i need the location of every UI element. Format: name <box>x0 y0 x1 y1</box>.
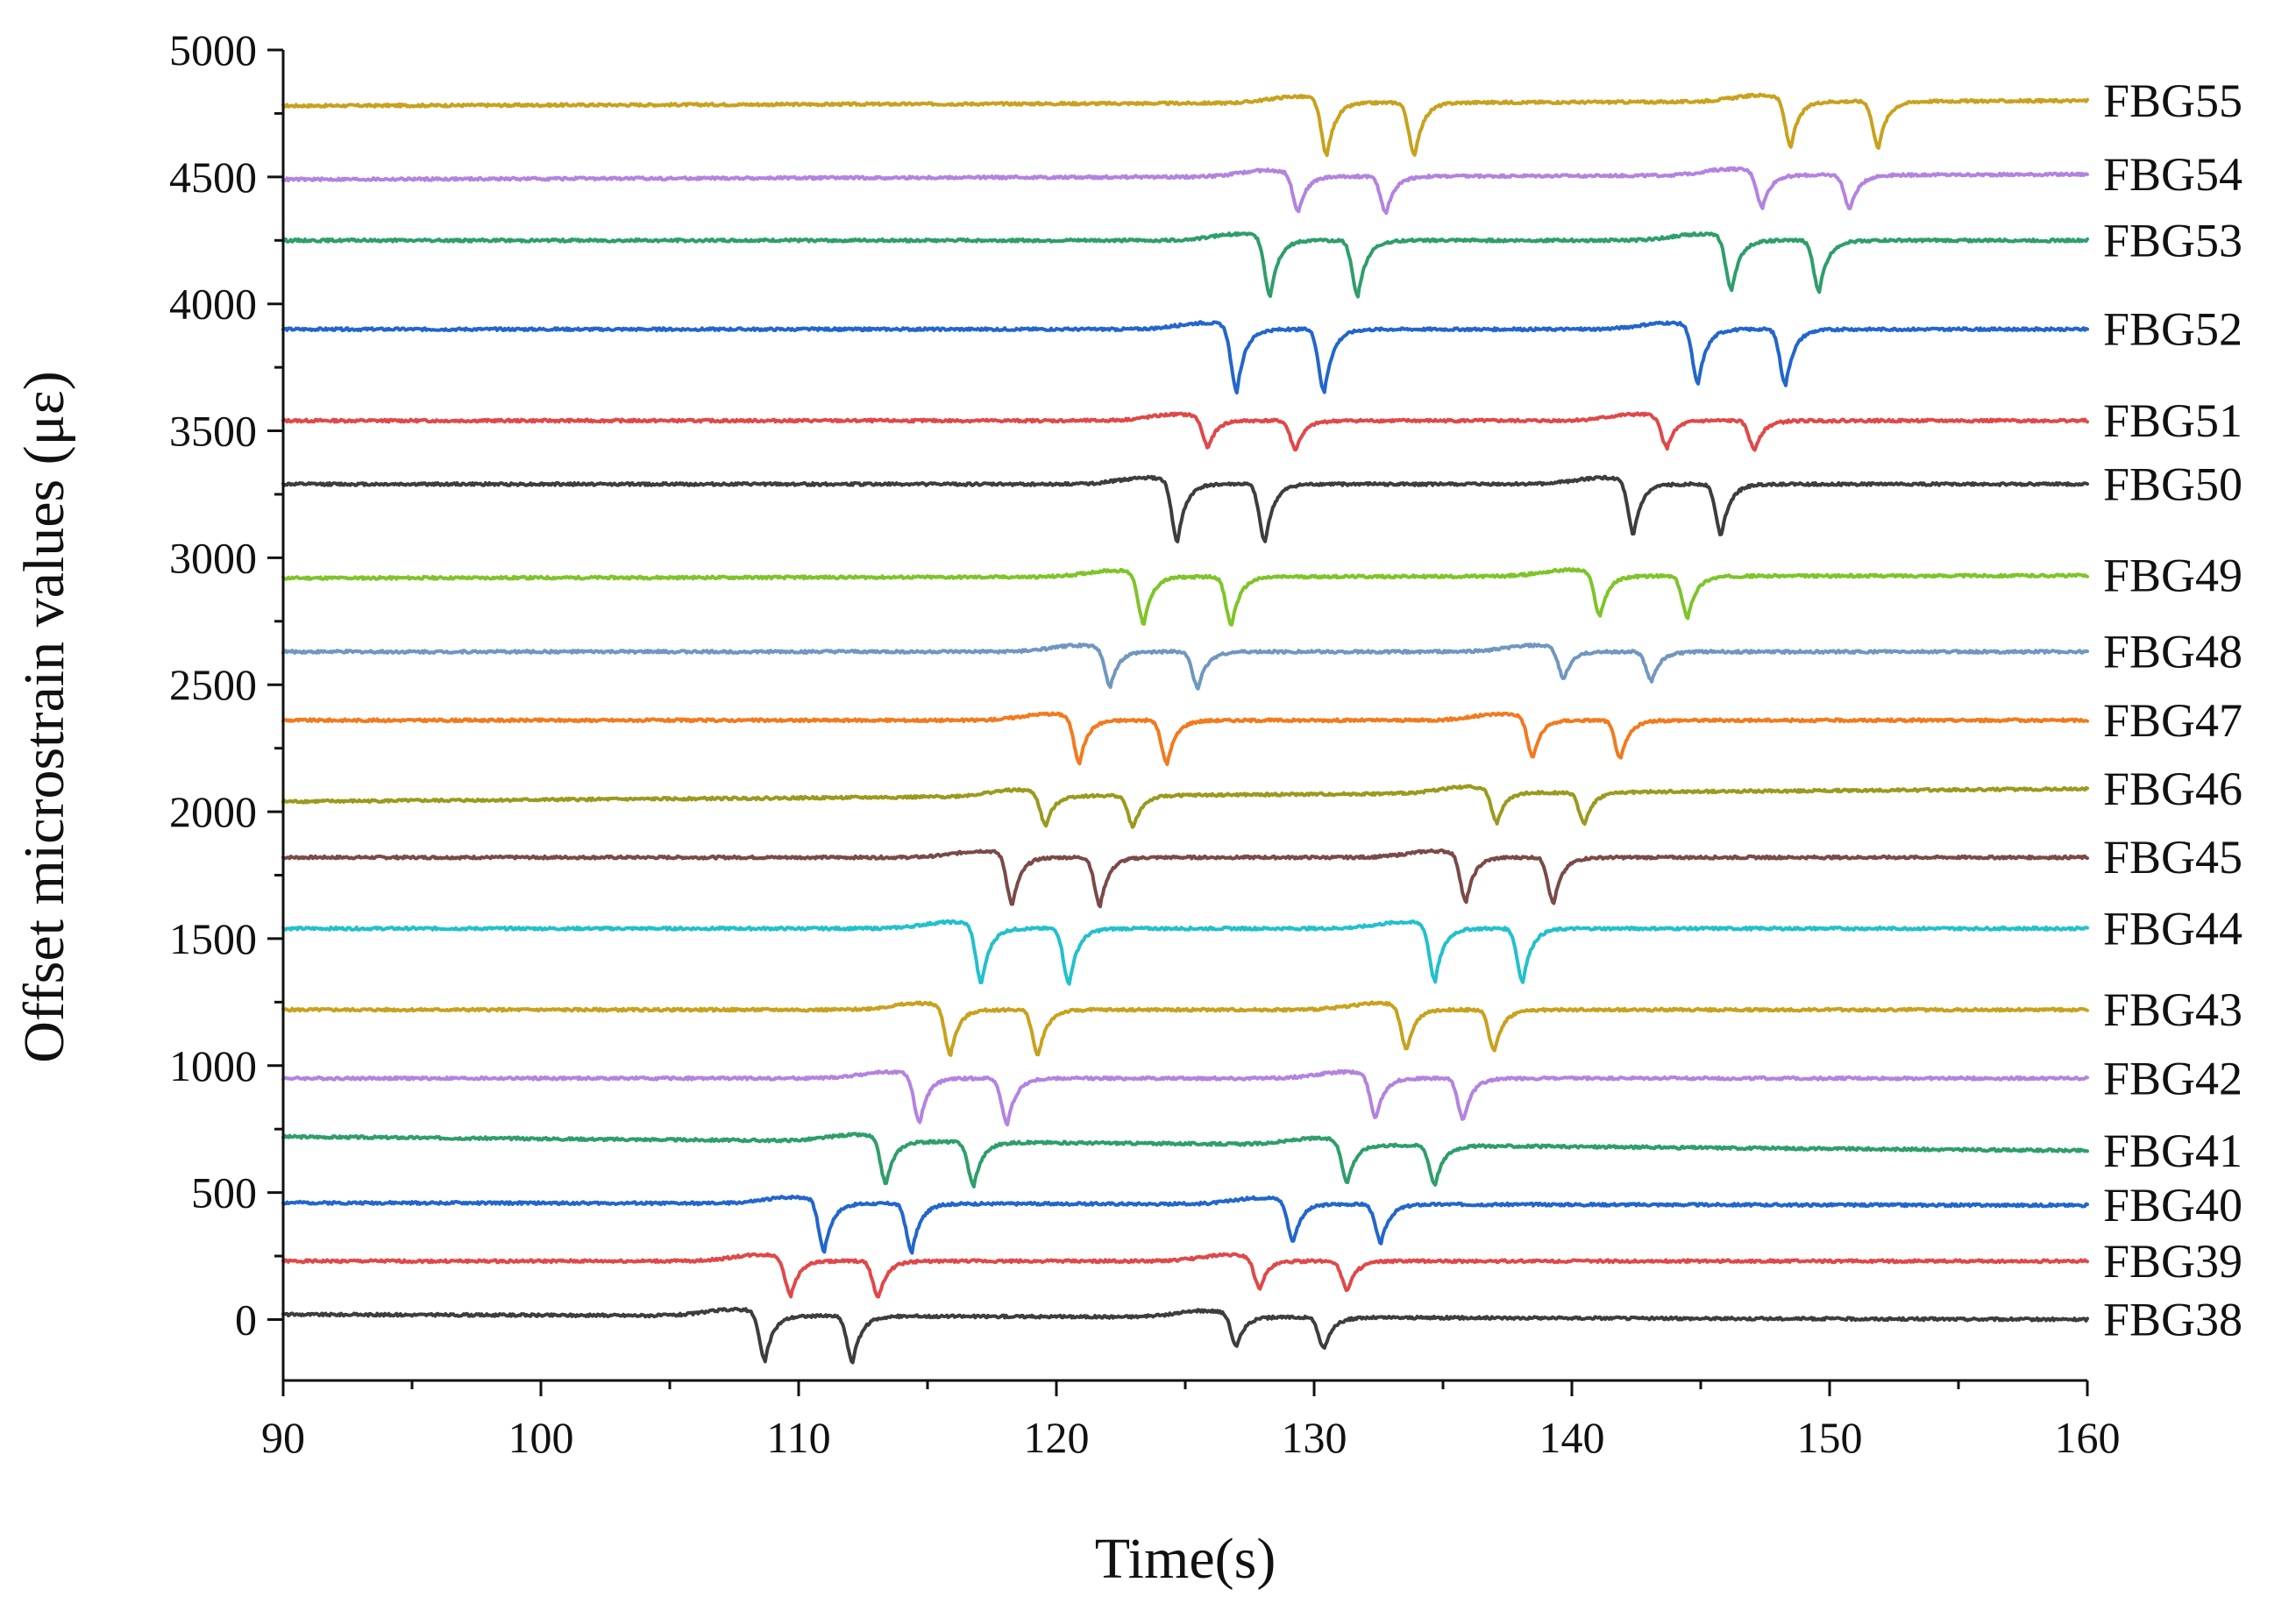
x-axis-title: Time(s) <box>1095 1527 1276 1591</box>
series-label-fbg40: FBG40 <box>2103 1179 2243 1231</box>
y-tick-label: 2500 <box>169 660 257 709</box>
x-tick-label: 160 <box>2055 1413 2121 1462</box>
series-label-fbg38: FBG38 <box>2103 1293 2243 1345</box>
series-line-fbg55 <box>281 92 2089 158</box>
series-line-fbg53 <box>281 231 2089 299</box>
series-label-fbg51: FBG51 <box>2103 394 2243 447</box>
y-tick-label: 5000 <box>169 25 257 75</box>
y-tick-label: 1000 <box>169 1041 257 1090</box>
x-tick-label: 140 <box>1539 1413 1605 1462</box>
y-tick-label: 0 <box>235 1295 257 1344</box>
series-line-fbg54 <box>281 166 2089 216</box>
axes-layer <box>281 50 2087 1382</box>
y-tick-label: 500 <box>191 1168 257 1217</box>
series-line-fbg46 <box>281 784 2089 829</box>
series-label-fbg54: FBG54 <box>2103 148 2243 201</box>
ticks-layer: 90 100 110 120 130 140 150 160 0 500 1000 1500 2000 2… <box>169 25 2121 1462</box>
series-line-fbg47 <box>281 711 2089 766</box>
series-label-fbg49: FBG49 <box>2103 550 2243 602</box>
x-tick-label: 100 <box>508 1413 574 1462</box>
series-line-fbg39 <box>281 1252 2089 1299</box>
x-tick-label: 120 <box>1024 1413 1090 1462</box>
series-label-fbg41: FBG41 <box>2103 1125 2243 1177</box>
series-line-fbg44 <box>281 919 2089 986</box>
y-tick-label: 4000 <box>169 280 257 329</box>
series-line-fbg42 <box>281 1068 2089 1127</box>
y-tick-label: 1500 <box>169 914 257 963</box>
x-tick-label: 90 <box>261 1413 305 1462</box>
series-label-fbg45: FBG45 <box>2103 831 2243 884</box>
series-label-fbg43: FBG43 <box>2103 983 2243 1036</box>
series-line-fbg40 <box>281 1194 2089 1255</box>
series-line-fbg38 <box>281 1306 2089 1365</box>
series-layer <box>281 92 2089 1365</box>
series-line-fbg48 <box>281 642 2089 691</box>
y-axis-title: Offset microstrain values (με) <box>12 371 76 1063</box>
series-label-fbg50: FBG50 <box>2103 458 2243 510</box>
series-label-fbg42: FBG42 <box>2103 1052 2243 1104</box>
y-tick-label: 2000 <box>169 787 257 836</box>
series-line-fbg49 <box>281 567 2089 627</box>
series-line-fbg52 <box>281 320 2089 395</box>
y-tick-label: 3000 <box>169 533 257 582</box>
series-label-fbg48: FBG48 <box>2103 626 2243 678</box>
series-line-fbg50 <box>281 474 2089 543</box>
series-label-fbg46: FBG46 <box>2103 763 2243 815</box>
series-label-fbg39: FBG39 <box>2103 1235 2243 1288</box>
x-tick-label: 150 <box>1797 1413 1863 1462</box>
series-label-fbg52: FBG52 <box>2103 303 2243 356</box>
series-label-fbg44: FBG44 <box>2103 902 2243 954</box>
series-label-fbg53: FBG53 <box>2103 214 2243 266</box>
y-tick-label: 3500 <box>169 407 257 456</box>
series-line-fbg45 <box>281 848 2089 909</box>
x-tick-label: 110 <box>766 1413 830 1462</box>
x-tick-label: 130 <box>1282 1413 1347 1462</box>
y-tick-label: 4500 <box>169 153 257 202</box>
series-line-fbg41 <box>281 1132 2089 1189</box>
series-label-fbg55: FBG55 <box>2103 75 2243 127</box>
series-label-fbg47: FBG47 <box>2103 694 2243 747</box>
series-line-fbg43 <box>281 1000 2089 1057</box>
series-line-fbg51 <box>281 411 2089 452</box>
